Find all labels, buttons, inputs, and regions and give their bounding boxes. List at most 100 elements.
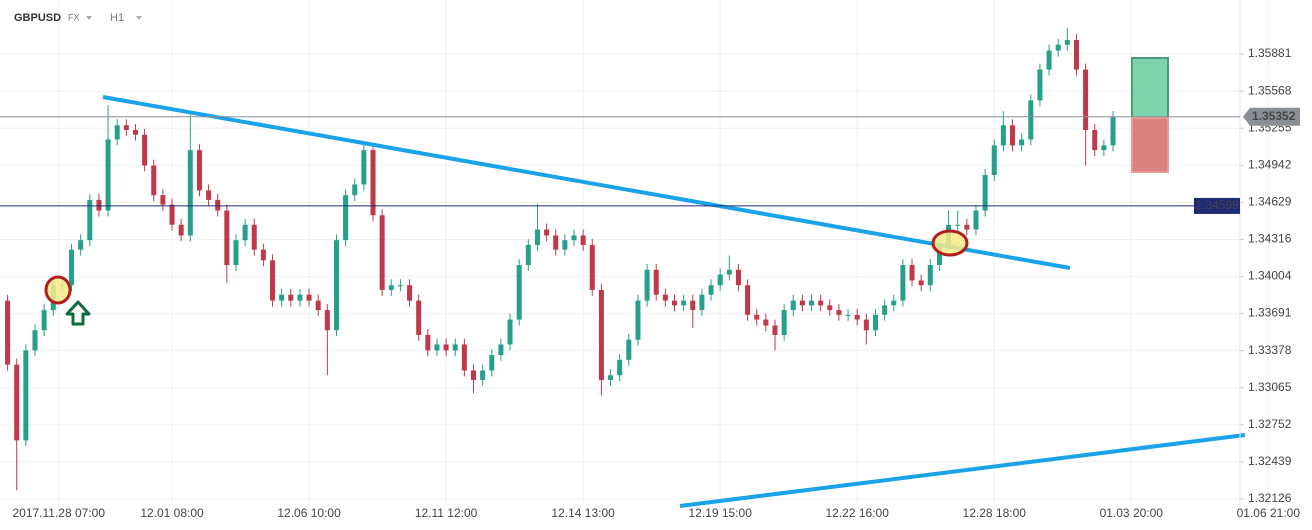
candle-body <box>361 150 367 185</box>
candle-body <box>882 305 888 315</box>
candle-body <box>562 240 568 250</box>
candle-body <box>589 244 595 290</box>
candle-body <box>270 260 276 301</box>
candle-body <box>827 305 833 311</box>
candle-body <box>443 344 449 351</box>
candle-body <box>662 294 668 301</box>
candle-body <box>41 310 47 331</box>
candle-body <box>425 334 431 351</box>
symbol[interactable]: GBPUSD <box>14 12 61 24</box>
x-tick-label: 12.14 13:00 <box>551 506 615 520</box>
candle-body <box>416 300 422 335</box>
candle-body <box>644 269 650 301</box>
candle-body <box>5 300 11 365</box>
candle-body <box>206 190 212 200</box>
timeframe[interactable]: H1 <box>110 12 124 24</box>
x-tick-label: 12.19 15:00 <box>688 506 752 520</box>
y-tick-label: 1.33065 <box>1248 380 1292 394</box>
trend-line-upper <box>102 95 1071 270</box>
candle-body <box>982 175 988 211</box>
candles <box>5 28 1116 491</box>
candle-body <box>315 300 321 311</box>
current-price-label: 1.35352 <box>1252 109 1296 123</box>
candle-body <box>745 285 751 315</box>
x-tick-label: 12.11 12:00 <box>415 506 478 520</box>
candle-body <box>790 300 796 311</box>
candle-body <box>1092 129 1098 151</box>
candle-body <box>142 134 148 166</box>
candle-body <box>1083 69 1089 130</box>
candle-body <box>891 300 897 306</box>
candle-body <box>845 314 851 316</box>
y-tick-label: 1.34629 <box>1248 195 1292 209</box>
candle-body <box>608 375 614 380</box>
candle-body <box>991 145 997 176</box>
candle-body <box>461 344 467 371</box>
candle-body <box>964 224 970 230</box>
x-tick-label: 01.06 21:00 <box>1237 506 1301 520</box>
candle-body <box>763 319 769 326</box>
candle-body <box>224 210 230 266</box>
candle-body <box>215 199 221 211</box>
candle-body <box>571 235 577 241</box>
y-tick-label: 1.35568 <box>1248 83 1292 97</box>
candle-body <box>708 285 714 295</box>
candle-body <box>434 344 440 351</box>
candle-body <box>1000 125 1006 146</box>
price-label-box <box>1243 107 1300 126</box>
candle-body <box>717 274 723 286</box>
stop-loss-box <box>1131 117 1169 173</box>
grid-layer <box>0 0 1269 505</box>
market[interactable]: FX <box>68 12 80 22</box>
candle-body <box>671 300 678 306</box>
candle-body <box>544 229 550 236</box>
candle-body <box>580 235 586 245</box>
candle-body <box>343 195 349 241</box>
candle-body <box>955 224 961 226</box>
candle-body <box>132 129 138 135</box>
candle-body <box>854 314 860 320</box>
candle-body <box>653 269 659 295</box>
candle-body <box>242 224 248 241</box>
candle-body <box>23 350 29 441</box>
candle-body <box>260 249 266 261</box>
candle-body <box>14 364 20 441</box>
x-tick-label: 2017.11.28 07:00 <box>12 506 105 520</box>
candle-body <box>681 300 687 306</box>
candle-body <box>973 210 979 230</box>
candle-body <box>470 370 477 380</box>
y-tick-label: 1.33691 <box>1248 306 1292 320</box>
candle-body <box>699 294 705 311</box>
y-tick-label: 1.33378 <box>1248 343 1292 357</box>
candle-body <box>909 265 915 281</box>
candle-body <box>1046 50 1052 70</box>
x-tick-label: 01.03 20:00 <box>1100 506 1164 520</box>
candle-body <box>78 240 84 250</box>
candle-body <box>927 265 933 286</box>
candle-body <box>480 370 486 380</box>
candle-body <box>553 235 559 250</box>
candle-body <box>690 300 696 311</box>
candle-body <box>489 355 495 371</box>
highlight-circle <box>931 229 969 257</box>
candle-body <box>279 294 285 301</box>
candle-body <box>178 224 184 236</box>
candle-body <box>32 330 38 351</box>
candle-body <box>498 344 504 356</box>
candle-body <box>1010 125 1016 146</box>
dropdown-caret <box>86 16 92 20</box>
candle-body <box>96 199 102 211</box>
candle-body <box>872 314 878 331</box>
candle-body <box>370 150 376 216</box>
candle-body <box>452 344 458 351</box>
candle-body <box>1073 39 1079 70</box>
candle-body <box>781 310 787 335</box>
x-tick-label: 12.01 08:00 <box>140 506 204 520</box>
up-arrow <box>65 300 91 326</box>
candle-body <box>1101 145 1107 151</box>
candle-body <box>69 249 75 286</box>
candle-body <box>772 325 778 335</box>
candle-body <box>818 300 824 306</box>
candle-body <box>799 300 805 306</box>
